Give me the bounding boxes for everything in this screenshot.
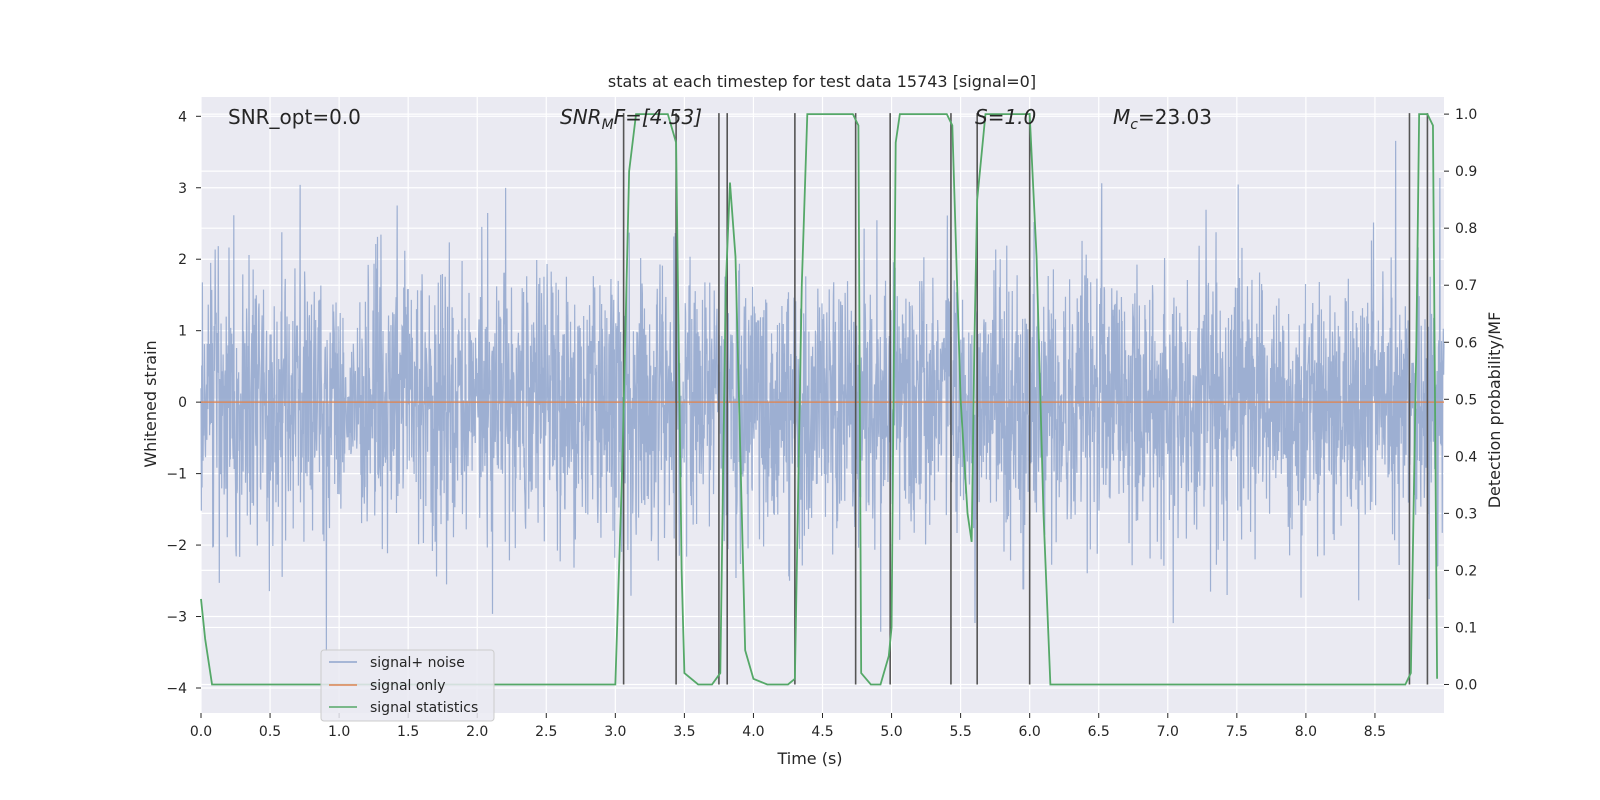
y-left-tick-label: −4 <box>166 681 187 697</box>
y-left-tick-label: 2 <box>178 252 187 268</box>
x-tick-label: 2.0 <box>466 724 488 740</box>
y-right-tick-label: 0.1 <box>1455 620 1477 636</box>
stats-trace <box>200 113 1438 686</box>
y-right-tick-label: 0.3 <box>1455 506 1477 522</box>
signal-noise-series <box>200 140 1445 652</box>
x-tick-label: 3.0 <box>604 724 626 740</box>
detection-markers <box>622 113 1429 685</box>
x-tick-label: 6.5 <box>1088 724 1110 740</box>
y-left-tick-label: 0 <box>178 395 187 411</box>
y-right-tick-label: 0.8 <box>1455 221 1477 237</box>
x-tick-label: 5.5 <box>949 724 971 740</box>
y-right-tick-label: 0.4 <box>1455 449 1477 465</box>
legend: signal+ noise signal only signal statist… <box>320 649 495 722</box>
y-left-tick-label: −2 <box>166 538 187 554</box>
annotation-mc: Mc=23.03 <box>1113 105 1212 133</box>
y-right-tick-label: 0.9 <box>1455 164 1477 180</box>
x-tick-label: 5.0 <box>880 724 902 740</box>
y-right-tick-label: 0.0 <box>1455 677 1477 693</box>
axes: 0.0 0.5 1.0 1.5 2.0 2.5 3.0 3.5 4.0 4.5 5.0 5.5 6.0 6… <box>166 107 1477 740</box>
y-left-tick-label: −1 <box>166 467 187 483</box>
annotation-s: S=1.0 <box>975 105 1036 129</box>
annotation-snr-opt: SNR_opt=0.0 <box>228 105 361 129</box>
chart-title: stats at each timestep for test data 157… <box>608 72 1036 91</box>
y-axis-label-left: Whitened strain <box>141 340 160 467</box>
y-right-tick-label: 0.2 <box>1455 563 1477 579</box>
signal-statistics-series <box>200 113 1438 686</box>
x-tick-label: 8.0 <box>1295 724 1317 740</box>
legend-entry-stats: signal statistics <box>370 700 478 716</box>
y-right-tick-label: 0.7 <box>1455 278 1477 294</box>
x-tick-label: 2.5 <box>535 724 557 740</box>
y-right-tick-label: 1.0 <box>1455 107 1477 123</box>
x-tick-label: 7.5 <box>1226 724 1248 740</box>
legend-entry-noise: signal+ noise <box>370 655 465 671</box>
x-tick-label: 4.5 <box>811 724 833 740</box>
x-tick-label: 0.0 <box>190 724 212 740</box>
y-left-tick-label: 3 <box>178 181 187 197</box>
x-tick-label: 0.5 <box>259 724 281 740</box>
x-axis-label: Time (s) <box>776 749 842 768</box>
x-tick-label: 1.5 <box>397 724 419 740</box>
noise-trace <box>200 140 1445 652</box>
x-tick-label: 7.0 <box>1157 724 1179 740</box>
y-right-tick-label: 0.5 <box>1455 392 1477 408</box>
legend-box <box>320 649 495 722</box>
annotation-snr-mf: SNRMF=[4.53] <box>560 105 702 133</box>
y-right-tick-label: 0.6 <box>1455 335 1477 351</box>
x-tick-label: 6.0 <box>1019 724 1041 740</box>
y-left-tick-label: 4 <box>178 109 187 125</box>
legend-entry-signal: signal only <box>370 678 445 694</box>
y-left-tick-label: 1 <box>178 324 187 340</box>
y-axis-label-right: Detection probability/MF <box>1485 312 1504 509</box>
x-tick-label: 4.0 <box>742 724 764 740</box>
x-tick-label: 8.5 <box>1364 724 1386 740</box>
y-left-tick-label: −3 <box>166 610 187 626</box>
x-tick-label: 3.5 <box>673 724 695 740</box>
x-tick-label: 1.0 <box>328 724 350 740</box>
